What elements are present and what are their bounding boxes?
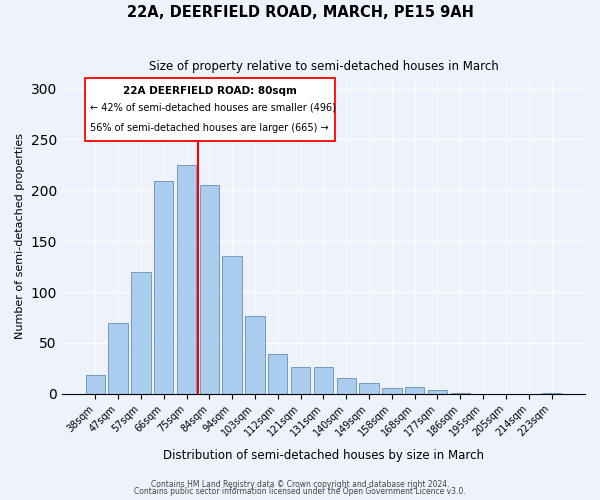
Bar — [154, 181, 173, 394]
Bar — [291, 368, 310, 394]
Title: Size of property relative to semi-detached houses in March: Size of property relative to semi-detach… — [149, 60, 498, 73]
Text: Contains public sector information licensed under the Open Government Licence v3: Contains public sector information licen… — [134, 488, 466, 496]
Bar — [314, 368, 333, 394]
Bar — [131, 272, 151, 394]
Bar — [200, 185, 219, 394]
Bar — [245, 316, 265, 394]
Bar — [382, 388, 401, 394]
Bar — [451, 392, 470, 394]
Bar — [86, 376, 105, 394]
Bar — [337, 378, 356, 394]
Text: ← 42% of semi-detached houses are smaller (496): ← 42% of semi-detached houses are smalle… — [89, 103, 335, 113]
Bar — [405, 386, 424, 394]
Bar — [268, 354, 287, 394]
Bar — [177, 165, 196, 394]
Bar — [542, 392, 561, 394]
Bar — [85, 78, 335, 142]
Bar — [428, 390, 447, 394]
X-axis label: Distribution of semi-detached houses by size in March: Distribution of semi-detached houses by … — [163, 450, 484, 462]
Bar — [223, 256, 242, 394]
Bar — [109, 322, 128, 394]
Bar — [359, 382, 379, 394]
Text: 22A DEERFIELD ROAD: 80sqm: 22A DEERFIELD ROAD: 80sqm — [123, 86, 297, 97]
Text: 56% of semi-detached houses are larger (665) →: 56% of semi-detached houses are larger (… — [89, 124, 328, 134]
Text: Contains HM Land Registry data © Crown copyright and database right 2024.: Contains HM Land Registry data © Crown c… — [151, 480, 449, 489]
Y-axis label: Number of semi-detached properties: Number of semi-detached properties — [15, 133, 25, 339]
Text: 22A, DEERFIELD ROAD, MARCH, PE15 9AH: 22A, DEERFIELD ROAD, MARCH, PE15 9AH — [127, 5, 473, 20]
